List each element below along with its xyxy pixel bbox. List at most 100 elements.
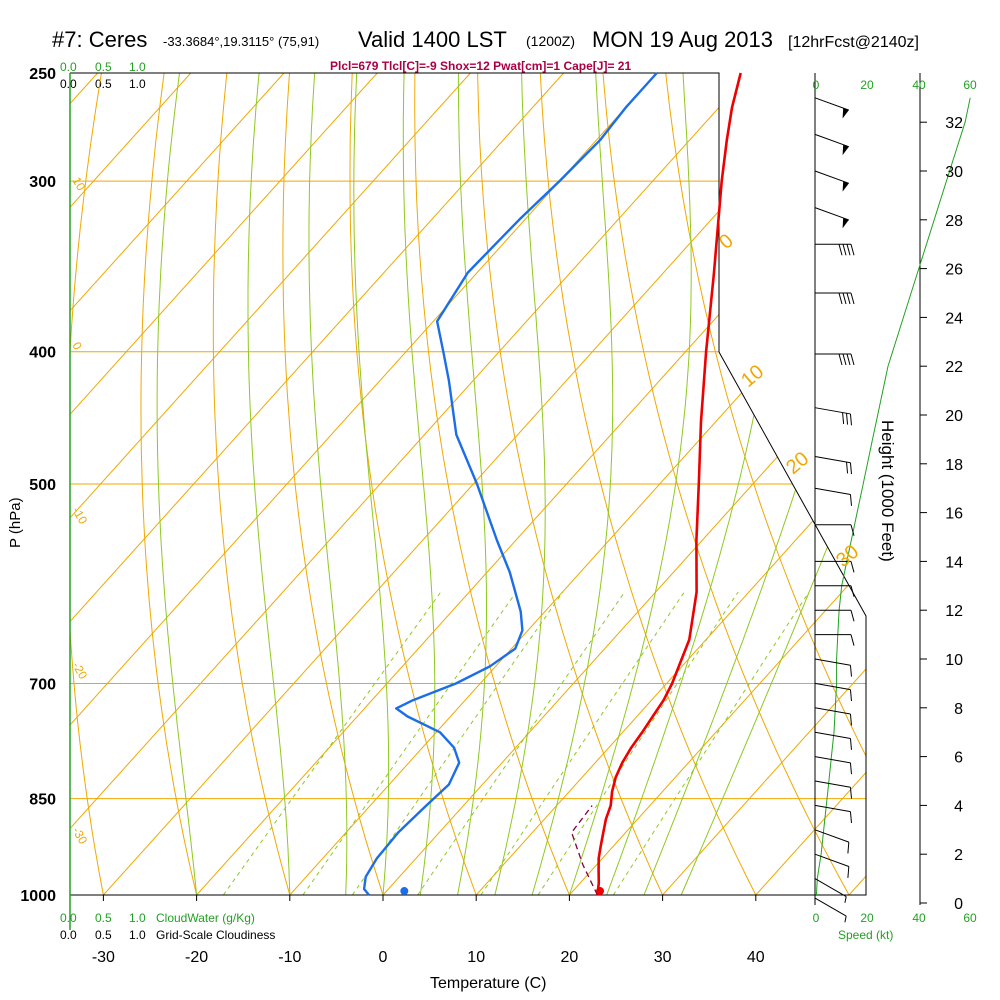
moist-adiabat xyxy=(568,73,692,895)
wind-barb xyxy=(814,207,849,229)
height-tick-label: 2 xyxy=(954,847,963,864)
height-tick-label: 24 xyxy=(945,310,963,327)
sounding-profiles xyxy=(362,72,742,896)
temperature-profile xyxy=(596,72,742,896)
dry-adiabat xyxy=(602,73,850,895)
x-axis-title: Temperature (C) xyxy=(430,975,546,992)
speed-tick-top: 40 xyxy=(912,78,926,92)
speed-tick-top: 60 xyxy=(963,78,977,92)
height-profile xyxy=(815,97,971,895)
isotherm-label: 0 xyxy=(715,230,738,254)
wind-barb xyxy=(814,455,852,475)
wind-barb-flag xyxy=(850,585,855,597)
wind-barb-flag xyxy=(849,689,852,702)
cloudiness-tick-top: 1.0 xyxy=(129,77,146,91)
wind-barb-pennant xyxy=(842,217,849,229)
surface-temperature-marker xyxy=(596,887,605,896)
wind-barb xyxy=(814,682,852,702)
mixing-ratio-line xyxy=(537,591,739,895)
parcel-profile xyxy=(570,805,598,896)
wind-barb-staff xyxy=(814,853,849,867)
wind-barb xyxy=(815,560,855,573)
x-tick-label: -30 xyxy=(92,949,115,966)
cloudiness-tick-bottom: 0.5 xyxy=(95,928,112,942)
wind-barb-flag xyxy=(850,524,855,536)
dry-adiabat xyxy=(665,73,866,895)
pressure-tick-label: 300 xyxy=(29,174,56,191)
cloudwater-tick-top: 0.5 xyxy=(95,60,112,74)
wind-barb xyxy=(815,609,855,622)
wind-barb xyxy=(814,487,852,506)
wind-barb-flag xyxy=(846,292,851,305)
wind-barb-flag xyxy=(849,762,852,775)
x-tick-label: 10 xyxy=(467,949,485,966)
height-tick-label: 6 xyxy=(954,750,963,767)
wind-barb xyxy=(814,97,849,119)
moist-adiabat xyxy=(156,73,198,895)
station-title: #7: Ceres xyxy=(52,27,147,52)
wind-barb-flag xyxy=(850,292,855,305)
wind-barb xyxy=(814,878,847,903)
wind-barb-flag xyxy=(846,244,851,256)
wind-barb-staff xyxy=(814,455,851,464)
x-tick-label: -20 xyxy=(185,949,208,966)
mixing-ratio-line xyxy=(302,591,517,895)
wind-barb-pennant xyxy=(842,108,849,119)
dry-adiabat xyxy=(349,73,477,895)
speed-tick-top: 20 xyxy=(860,78,874,92)
speed-tick-bottom: 60 xyxy=(963,911,977,925)
wind-barb xyxy=(815,585,855,597)
isotherm-line xyxy=(70,73,658,895)
wind-barb xyxy=(814,170,849,192)
cloudwater-tick-top: 1.0 xyxy=(129,60,146,74)
wind-barb-flag xyxy=(847,866,850,878)
height-tick-label: 32 xyxy=(945,115,963,132)
wind-barb-flag xyxy=(838,292,843,305)
wind-barb-flag xyxy=(842,353,847,366)
forecast-info: [12hrFcst@2140z] xyxy=(788,34,919,51)
cloudwater-label: CloudWater (g/Kg) xyxy=(156,911,255,925)
wind-barb-staff xyxy=(814,707,851,715)
moist-adiabat xyxy=(308,73,348,895)
wind-barb-staff xyxy=(814,407,851,415)
wind-barb-flag xyxy=(849,494,852,506)
wind-barb xyxy=(814,829,850,854)
moist-adiabat xyxy=(353,73,390,895)
x-tick-label: 20 xyxy=(561,949,579,966)
wind-barb-staff xyxy=(814,897,847,917)
wind-barb-flag xyxy=(849,811,852,824)
moist-adiabat xyxy=(457,73,487,895)
cloud-scale-top: 0.0 0.5 1.0 0.0 0.5 1.0 xyxy=(60,60,146,91)
theta-label: -30 xyxy=(69,825,90,847)
cloudiness-tick-top: 0.5 xyxy=(95,77,112,91)
isotherm-line xyxy=(289,73,866,895)
mixing-ratio-label: 5 xyxy=(418,902,435,916)
pressure-tick-label: 500 xyxy=(29,477,56,494)
moist-adiabat xyxy=(680,73,866,895)
x-tick-label: 0 xyxy=(379,949,388,966)
mixing-ratio-label: 8 xyxy=(480,902,497,916)
speed-tick-bottom: 20 xyxy=(860,911,874,925)
isotherm-line xyxy=(382,73,866,895)
moist-adiabat xyxy=(402,73,436,895)
pressure-tick-label: 700 xyxy=(29,677,56,694)
stability-indices: Plcl=679 Tlcl[C]=-9 Shox=12 Pwat[cm]=1 C… xyxy=(330,59,631,73)
dry-adiabat xyxy=(414,73,570,895)
wind-barb xyxy=(815,353,855,366)
dewpoint-profile xyxy=(362,72,658,896)
y-axis-title: P (hPa) xyxy=(7,497,24,548)
cloudiness-tick-bottom: 1.0 xyxy=(129,928,146,942)
pressure-tick-label: 400 xyxy=(29,345,56,362)
wind-barb-flag xyxy=(850,634,855,646)
isotherm-line xyxy=(70,73,564,895)
mixing-ratio-line xyxy=(480,591,685,895)
isotherm-label: 30 xyxy=(832,541,863,572)
height-tick-label: 10 xyxy=(945,652,963,669)
cloudwater-tick-bottom: 0.0 xyxy=(60,911,77,925)
dry-adiabat xyxy=(853,73,866,895)
cloudiness-tick-top: 0.0 xyxy=(60,77,77,91)
height-tick-label: 30 xyxy=(945,164,963,181)
wind-barb-flag xyxy=(850,353,855,366)
